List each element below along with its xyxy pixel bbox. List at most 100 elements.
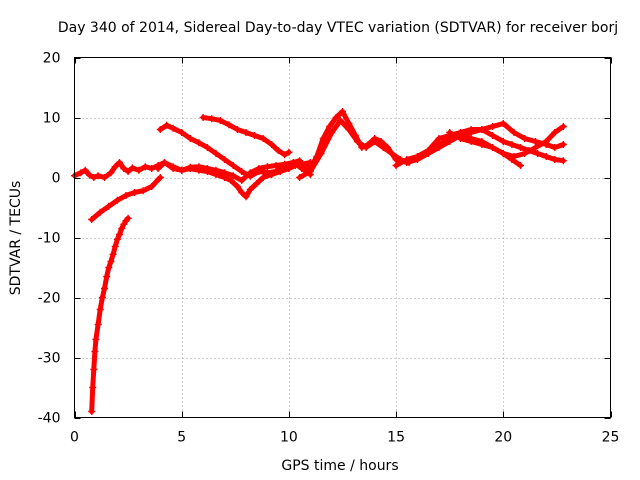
data-point xyxy=(238,168,246,175)
data-point xyxy=(246,186,254,193)
data-point xyxy=(116,159,123,166)
data-point xyxy=(98,294,106,301)
data-point xyxy=(532,144,539,151)
data-point xyxy=(163,121,171,129)
data-point xyxy=(328,129,336,136)
data-point xyxy=(113,235,121,243)
data-point xyxy=(414,153,421,160)
x-tick-label: 0 xyxy=(70,430,79,446)
data-point xyxy=(148,183,156,190)
series-line xyxy=(155,160,313,200)
data-point xyxy=(101,285,108,292)
data-point xyxy=(89,384,97,391)
data-point xyxy=(281,162,289,169)
data-point xyxy=(94,321,102,328)
data-point xyxy=(446,135,454,142)
data-point xyxy=(122,192,130,199)
x-tick-label: 10 xyxy=(280,430,298,446)
data-point xyxy=(156,126,164,133)
data-point xyxy=(116,231,123,238)
series-line xyxy=(200,115,292,158)
data-point xyxy=(354,138,361,145)
data-point xyxy=(559,141,567,148)
data-point xyxy=(478,126,486,133)
x-tick-label: 25 xyxy=(602,430,620,446)
data-point xyxy=(77,169,85,177)
chart-title: Day 340 of 2014, Sidereal Day-to-day VTE… xyxy=(58,20,618,36)
data-point xyxy=(499,120,507,127)
data-point xyxy=(131,189,138,196)
data-point xyxy=(551,144,559,151)
data-point xyxy=(88,216,96,223)
data-point xyxy=(154,165,162,172)
data-point xyxy=(499,138,507,145)
data-point xyxy=(199,114,207,121)
data-point xyxy=(103,273,111,280)
data-point xyxy=(435,135,443,142)
data-point xyxy=(118,225,126,232)
data-point xyxy=(332,114,340,121)
series-arc-5 xyxy=(88,174,164,223)
data-point xyxy=(285,165,293,172)
data-point xyxy=(169,124,177,132)
data-point xyxy=(379,144,387,151)
data-point xyxy=(296,159,304,166)
data-point xyxy=(435,141,443,148)
data-point xyxy=(128,164,136,172)
series-line xyxy=(89,215,131,414)
data-point xyxy=(362,144,370,151)
data-point xyxy=(268,141,276,148)
data-point xyxy=(186,165,194,172)
data-point xyxy=(246,172,254,180)
series-arc-10 xyxy=(446,129,524,169)
data-point xyxy=(221,156,229,163)
data-point xyxy=(551,156,559,163)
data-point xyxy=(161,159,168,166)
data-point xyxy=(216,117,224,124)
data-point xyxy=(424,147,432,154)
data-point xyxy=(178,129,186,136)
data-point xyxy=(169,163,177,171)
data-point xyxy=(178,166,186,174)
data-point xyxy=(489,123,497,130)
data-point xyxy=(467,126,475,133)
data-point xyxy=(111,243,119,250)
data-point xyxy=(96,208,104,216)
series-arc-3 xyxy=(156,121,314,180)
x-tick-label: 15 xyxy=(387,430,405,446)
data-point xyxy=(478,141,486,148)
data-point xyxy=(195,166,203,174)
y-tick-label: -40 xyxy=(38,411,61,427)
data-point xyxy=(139,187,147,195)
data-point xyxy=(542,153,550,160)
data-point xyxy=(113,196,121,204)
y-tick-labels: -40 -30 -20 -10 0 10 20 xyxy=(38,51,61,427)
data-point xyxy=(388,150,396,157)
y-tick-label: -30 xyxy=(38,351,61,367)
data-point xyxy=(141,163,149,171)
x-tick-labels: 0 5 10 15 20 25 xyxy=(70,430,619,446)
data-point xyxy=(203,144,211,151)
data-point xyxy=(135,166,143,174)
data-point xyxy=(281,151,289,159)
plot-frame xyxy=(74,57,611,418)
data-point xyxy=(253,180,261,187)
data-point xyxy=(532,138,539,145)
data-point xyxy=(259,174,267,181)
data-point xyxy=(225,121,233,129)
axis-ticks xyxy=(74,57,612,419)
y-tick-label: -20 xyxy=(38,291,61,307)
data-point xyxy=(392,162,400,169)
data-point xyxy=(109,250,117,258)
data-point xyxy=(156,174,164,181)
data-point xyxy=(212,150,220,157)
data-point xyxy=(371,138,379,145)
data-point xyxy=(242,193,250,201)
y-tick-label: 10 xyxy=(43,111,61,127)
data-point xyxy=(88,408,96,415)
data-point xyxy=(227,177,235,184)
data-point xyxy=(517,162,524,169)
data-point xyxy=(508,156,516,163)
data-point xyxy=(499,150,507,157)
data-point xyxy=(508,141,516,148)
